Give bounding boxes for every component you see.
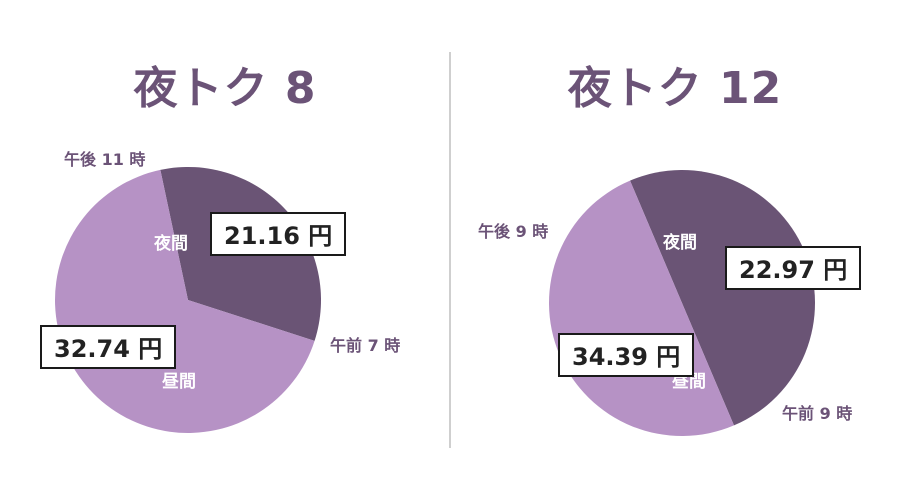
day-price-label: 32.74 円 bbox=[40, 325, 177, 369]
night-slice bbox=[630, 170, 815, 426]
chart-title: 夜トク 12 bbox=[567, 63, 783, 114]
day-segment-label: 昼間 bbox=[672, 372, 706, 392]
night-end-label: 午前 9 時 bbox=[782, 404, 853, 423]
day-segment-label: 昼間 bbox=[162, 372, 196, 392]
night-price-label: 22.97 円 bbox=[725, 246, 862, 290]
chart-panel-yoru-toku-8: 夜トク 8 夜間 昼間 21.16 円 32.74 円 午後 11 時 午前 7… bbox=[40, 63, 401, 433]
night-start-label: 午後 9 時 bbox=[478, 222, 549, 241]
chart-title: 夜トク 8 bbox=[133, 63, 317, 114]
night-segment-label: 夜間 bbox=[154, 234, 188, 254]
night-price-label: 21.16 円 bbox=[210, 212, 347, 256]
day-price-label: 34.39 円 bbox=[558, 333, 695, 377]
night-end-label: 午前 7 時 bbox=[330, 336, 401, 355]
chart-panel-yoru-toku-12: 夜トク 12 夜間 昼間 22.97 円 34.39 円 午後 9 時 午前 9… bbox=[450, 0, 900, 500]
night-segment-label: 夜間 bbox=[663, 233, 697, 253]
night-start-label: 午後 11 時 bbox=[64, 150, 146, 169]
panel-divider bbox=[449, 52, 451, 448]
